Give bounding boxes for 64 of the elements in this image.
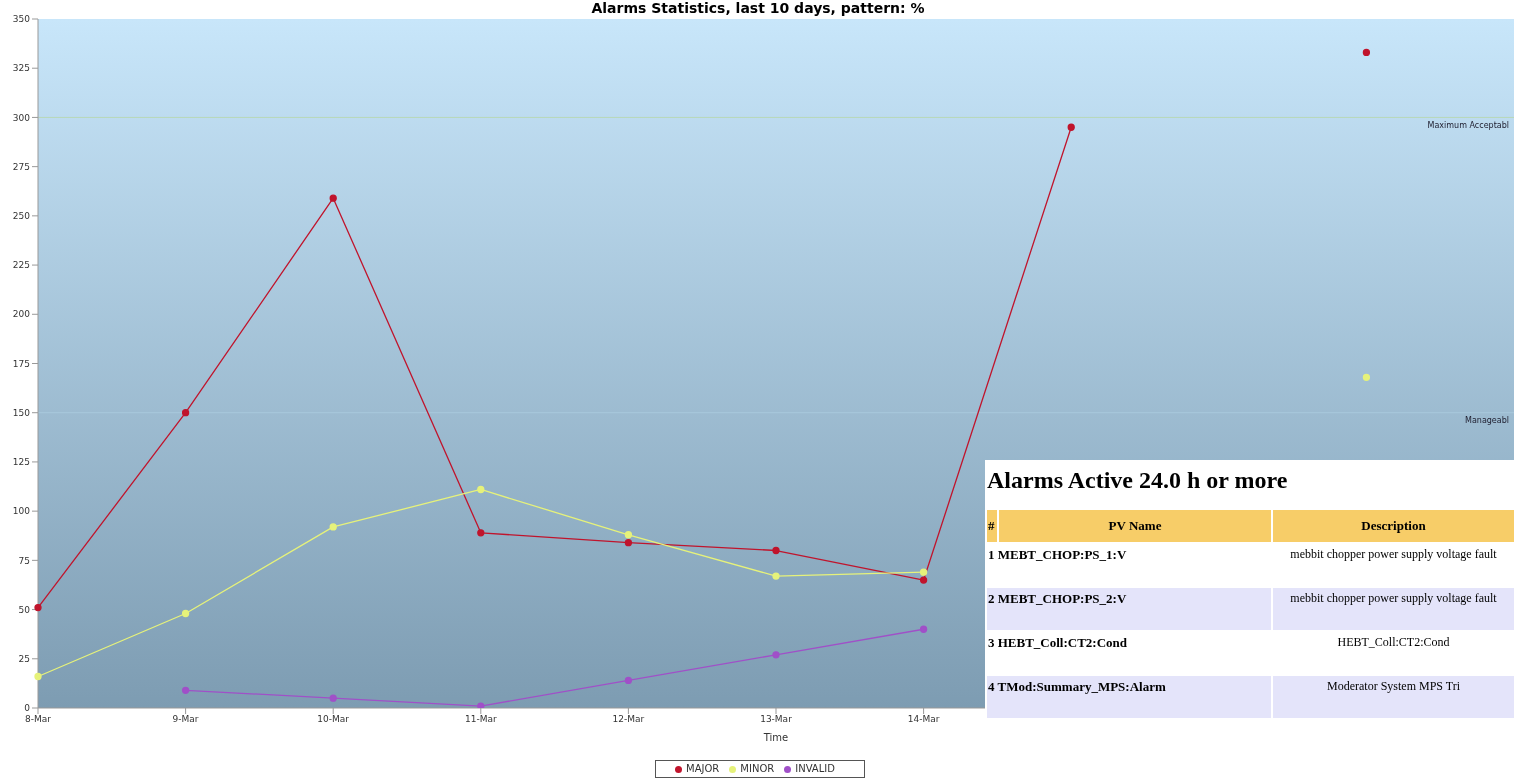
point — [919, 576, 928, 584]
annotation: Description — [1360, 517, 1427, 535]
annotation: 2 MEBT_CHOP:PS_2:V — [987, 590, 1128, 608]
annotation: mebbit chopper power supply voltage fault — [1289, 546, 1498, 563]
y-tick-label: 275 — [12, 161, 30, 172]
text: Alarms Active 24.0 h or more — [986, 466, 1289, 495]
point — [772, 572, 780, 580]
point — [624, 531, 633, 539]
annotation: 1 MEBT_CHOP:PS_1:V — [987, 546, 1128, 564]
point — [1067, 123, 1075, 131]
annotation: HEBT_Coll:CT2:Cond — [1336, 634, 1451, 651]
legend-label: INVALID — [795, 763, 835, 774]
point — [1362, 48, 1371, 57]
annotation: Moderator System MPS Tri — [1326, 678, 1461, 695]
point — [772, 651, 780, 659]
y-tick-label: 150 — [12, 407, 31, 418]
x-tick-label: 13-Mar — [760, 714, 793, 725]
y-tick-label: 350 — [12, 14, 31, 25]
x-tick-label: 12-Mar — [612, 714, 645, 725]
legend-label: MAJOR — [686, 763, 720, 774]
x-axis-title: Time — [762, 732, 789, 744]
point — [181, 409, 190, 417]
point — [477, 529, 485, 537]
legend-label: MINOR — [740, 763, 775, 774]
y-tick-label: 250 — [12, 211, 31, 222]
y-tick-label: 125 — [12, 457, 30, 468]
x-tick-label: 14-Mar — [907, 714, 940, 725]
y-tick-label: 175 — [12, 358, 30, 369]
annotation: 4 TMod:Summary_MPS:Alarm — [987, 678, 1167, 696]
annotation: PV Name — [1107, 517, 1163, 535]
x-tick-label: 11-Mar — [464, 714, 497, 725]
point — [329, 194, 337, 202]
x-tick-label: 9-Mar — [172, 714, 199, 725]
point — [477, 485, 485, 494]
point — [1362, 373, 1371, 381]
point — [34, 603, 42, 612]
point — [624, 538, 633, 547]
y-tick-label: 100 — [12, 506, 31, 517]
y-tick-label: 325 — [12, 63, 30, 74]
y-tick-label: 25 — [18, 653, 30, 664]
ref-line-label: Manageabl — [1465, 416, 1509, 426]
y-tick-label: 300 — [12, 112, 31, 123]
point — [919, 568, 928, 576]
x-tick-label: 8-Mar — [25, 714, 52, 725]
point — [919, 625, 928, 633]
chart-title: Alarms Statistics, last 10 days, pattern: % — [590, 0, 926, 16]
point — [477, 702, 485, 708]
y-tick-label: 225 — [12, 260, 30, 271]
point — [34, 672, 42, 681]
annotation: mebbit chopper power supply voltage fault — [1289, 590, 1498, 607]
ref-line-label: Maximum Acceptabl — [1427, 121, 1509, 131]
y-tick-label: 50 — [18, 604, 31, 615]
point — [624, 676, 633, 685]
annotation: 3 HEBT_Coll:CT2:Cond — [987, 634, 1129, 652]
point — [329, 694, 337, 702]
point — [181, 609, 190, 618]
point — [181, 686, 190, 694]
y-tick-label: 200 — [12, 309, 31, 320]
point — [329, 523, 337, 531]
annotation: # — [987, 517, 996, 535]
y-tick-label: 0 — [24, 703, 31, 714]
point — [772, 546, 780, 555]
y-tick-label: 75 — [18, 555, 30, 566]
x-tick-label: 10-Mar — [317, 714, 350, 725]
